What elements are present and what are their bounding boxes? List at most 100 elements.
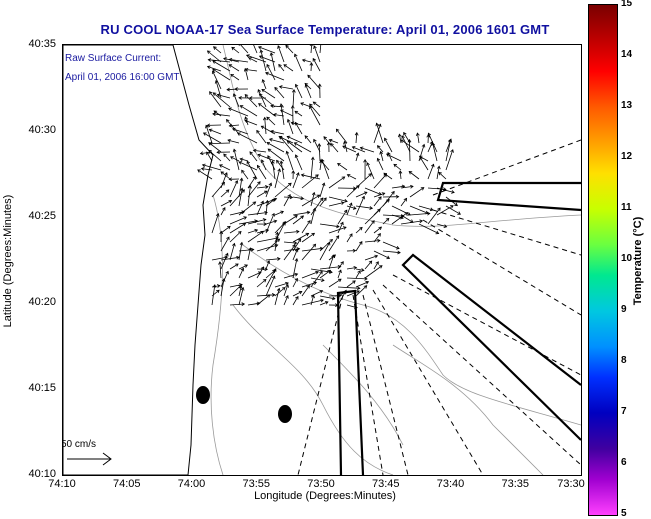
x-tick-label: 74:00 [177, 478, 206, 490]
current-vector-head [404, 212, 409, 216]
current-vector [256, 201, 264, 216]
current-vector-head [212, 68, 216, 73]
current-vector-head [221, 278, 226, 282]
current-vector-head [307, 220, 311, 224]
current-vector [229, 223, 246, 234]
current-vector [274, 168, 281, 189]
current-vector-head [245, 54, 250, 58]
current-vector [283, 215, 298, 225]
current-vector-head [311, 191, 316, 196]
current-vector [292, 258, 298, 279]
current-vector [220, 225, 231, 234]
current-vector-head [335, 235, 340, 239]
current-vector [292, 238, 302, 252]
current-vector [376, 123, 384, 144]
current-vector [212, 60, 231, 72]
current-vector [312, 58, 321, 72]
current-vector-head [312, 207, 317, 212]
current-vector [364, 260, 373, 270]
current-vector [301, 174, 321, 180]
current-vector-head [219, 230, 224, 235]
current-vector-head [407, 138, 412, 143]
current-vector-head [248, 96, 253, 100]
current-vector-head [267, 148, 272, 153]
current-vector-head [260, 125, 265, 129]
current-vector [307, 74, 321, 90]
current-vector [401, 135, 411, 153]
current-vector [287, 136, 303, 144]
current-vector [274, 232, 278, 252]
current-vector-head [260, 159, 265, 163]
current-vector-head [231, 127, 236, 132]
current-vector-head [258, 55, 263, 59]
current-vector [264, 117, 267, 135]
current-vector-head [366, 162, 370, 166]
current-vector-head [298, 290, 303, 295]
current-vector [265, 269, 276, 279]
current-vector-head [313, 138, 317, 143]
current-vector [220, 278, 225, 297]
current-vector-head [326, 241, 331, 246]
current-vector [208, 149, 222, 162]
current-vector-head [419, 219, 424, 224]
current-vector [400, 139, 420, 153]
current-vector [283, 244, 296, 261]
current-vector [229, 243, 235, 261]
current-vector [217, 94, 231, 99]
current-vector [278, 64, 285, 72]
current-vector [346, 267, 357, 270]
current-vector-head [323, 136, 327, 140]
current-vector-head [228, 200, 233, 204]
current-vector-head [240, 286, 245, 291]
current-vector [294, 110, 303, 117]
current-vector-head [294, 272, 299, 277]
current-vector [261, 89, 276, 99]
current-vector-head [342, 226, 347, 230]
current-vector-head [431, 142, 435, 146]
current-vector-head [223, 57, 227, 61]
current-vector-head [337, 162, 341, 167]
current-vector [301, 194, 320, 207]
current-vector-head [330, 142, 334, 147]
current-vector-head [257, 181, 261, 185]
current-vector-head [231, 46, 235, 51]
x-tick-label: 73:55 [242, 478, 271, 490]
current-vector [283, 64, 294, 72]
current-vector [427, 141, 433, 153]
current-vector-head [288, 182, 292, 187]
current-vector-head [323, 197, 327, 202]
current-vector-head [363, 285, 368, 289]
current-vector [238, 287, 244, 306]
current-vector [246, 161, 258, 180]
current-vector-head [206, 123, 211, 128]
current-vector [408, 171, 420, 180]
current-vector [211, 213, 219, 234]
current-vector-head [232, 242, 236, 247]
current-vector [238, 188, 243, 207]
current-vector-head [248, 57, 252, 61]
current-vector-head [338, 269, 342, 274]
current-vector-head [450, 149, 454, 153]
current-vector-head [321, 182, 326, 187]
current-vector-head [262, 279, 267, 283]
current-vector-head [365, 280, 370, 285]
current-vector [229, 59, 249, 63]
current-vector-head [294, 277, 298, 282]
current-vector [355, 205, 373, 209]
map-plot-area[interactable]: Raw Surface Current: April 01, 2006 16:0… [62, 44, 582, 476]
current-vector [292, 215, 304, 225]
current-vector [227, 139, 240, 144]
current-vector [445, 139, 451, 162]
current-vector [219, 164, 231, 171]
current-vector-head [277, 45, 281, 49]
current-vector [291, 122, 303, 126]
current-vector [328, 254, 335, 270]
current-vector-head [348, 202, 353, 207]
current-vector [228, 64, 240, 72]
current-vector [241, 170, 249, 180]
current-vector [213, 46, 222, 54]
current-vector-head [374, 254, 379, 259]
current-vector-head [256, 164, 261, 169]
current-vector-head [368, 173, 372, 177]
current-vector-head [421, 143, 426, 148]
